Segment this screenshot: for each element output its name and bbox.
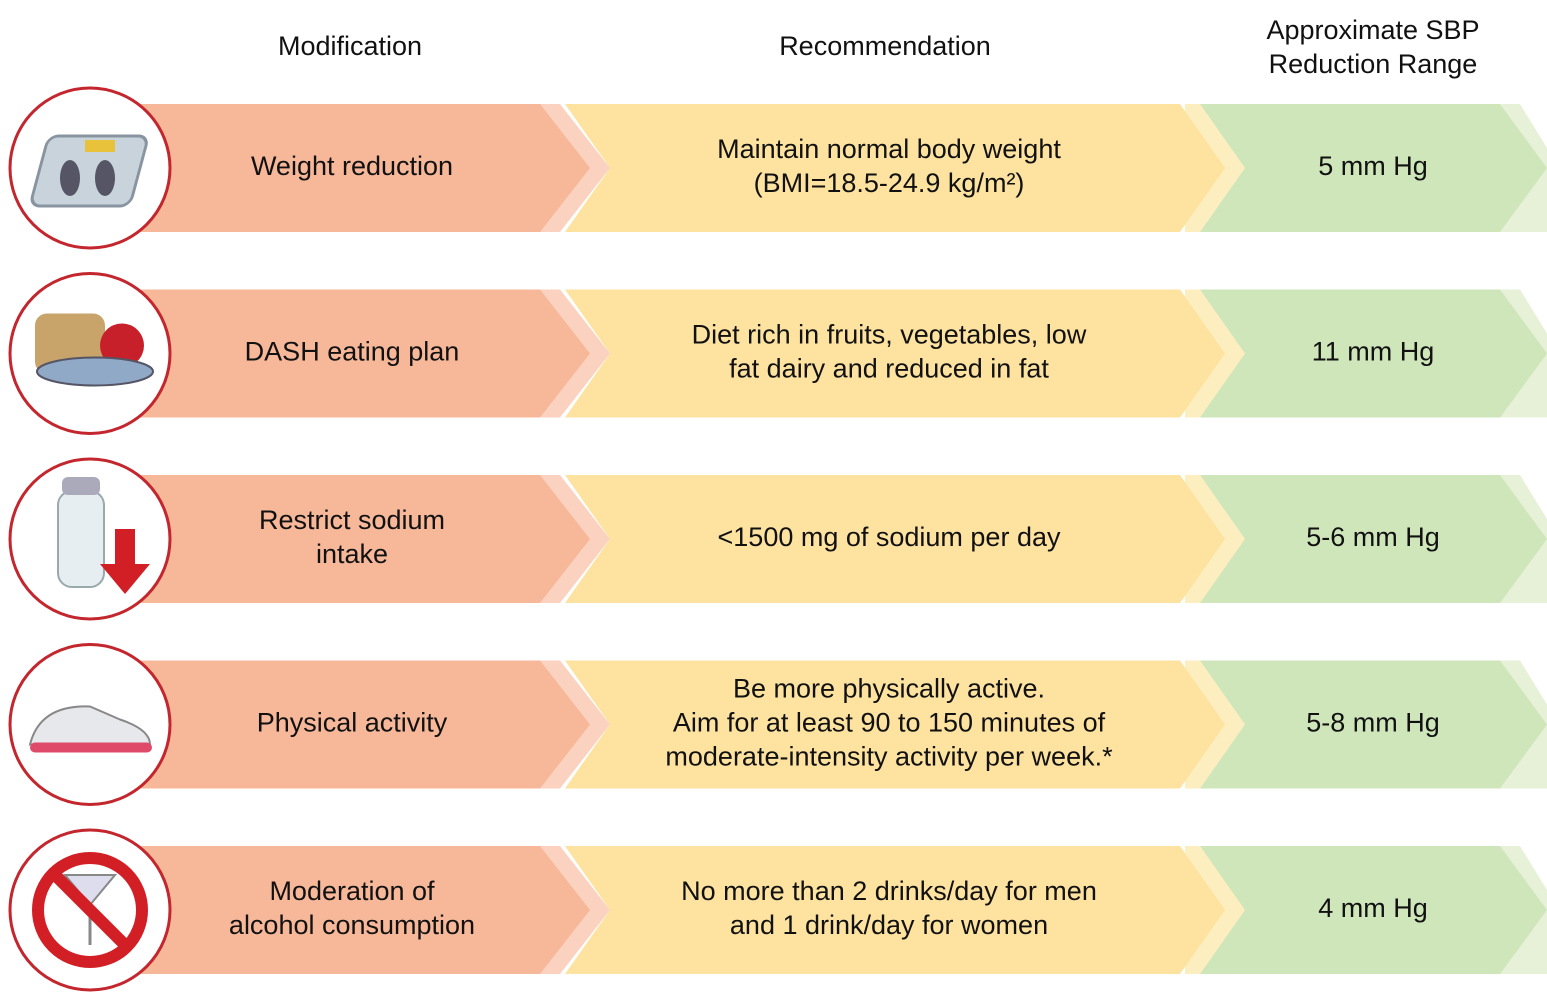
modification-text: DASH eating plan — [245, 337, 460, 367]
modification-text: intake — [316, 539, 388, 569]
column-header: Recommendation — [779, 31, 991, 61]
recommendation-text: <1500 mg of sodium per day — [718, 522, 1061, 552]
modification-text: Moderation of — [269, 876, 435, 906]
reduction-text: 5-8 mm Hg — [1306, 708, 1440, 738]
column-header: Approximate SBP — [1266, 15, 1479, 45]
recommendation-text: and 1 drink/day for women — [730, 910, 1048, 940]
icon — [35, 313, 154, 387]
recommendation-band — [565, 660, 1225, 789]
icon-shape — [50, 870, 130, 950]
recommendation-band — [565, 846, 1225, 974]
reduction-text: 5 mm Hg — [1318, 151, 1428, 181]
icon — [57, 477, 150, 594]
modification-band — [100, 846, 590, 974]
icon-shape — [28, 705, 152, 746]
reduction-band — [1200, 104, 1547, 232]
modification-band — [100, 289, 590, 418]
icon-shape — [30, 134, 148, 208]
recommendation-band — [565, 289, 1225, 418]
reduction-text: 4 mm Hg — [1318, 893, 1428, 923]
icon — [30, 134, 148, 208]
recommendation-text: Diet rich in fruits, vegetables, low — [692, 320, 1087, 350]
modification-text: Physical activity — [257, 708, 448, 738]
recommendation-text: Be more physically active. — [733, 674, 1045, 704]
icon-shape — [32, 852, 148, 968]
modification-text: Weight reduction — [251, 151, 453, 181]
recommendation-text: fat dairy and reduced in fat — [729, 354, 1049, 384]
reduction-band — [1200, 660, 1547, 789]
reduction-text: 5-6 mm Hg — [1306, 522, 1440, 552]
icon-shape — [36, 356, 154, 387]
icon-shape — [100, 323, 144, 368]
reduction-band — [1200, 475, 1547, 603]
icon-shape — [95, 160, 115, 196]
icon-shape — [62, 477, 100, 495]
recommendation-text: Maintain normal body weight — [717, 134, 1061, 164]
modification-text: alcohol consumption — [229, 910, 475, 940]
recommendation-text: moderate-intensity activity per week.* — [665, 742, 1113, 772]
icon-shape — [30, 742, 152, 753]
recommendation-band — [565, 475, 1225, 603]
column-header: Modification — [278, 31, 422, 61]
recommendation-text: (BMI=18.5-24.9 kg/m²) — [754, 168, 1025, 198]
icon-shape — [57, 490, 105, 588]
reduction-band — [1200, 846, 1547, 974]
icon-shape — [60, 160, 80, 196]
reduction-band — [1200, 289, 1547, 418]
recommendation-text: No more than 2 drinks/day for men — [681, 876, 1097, 906]
column-header: Reduction Range — [1269, 49, 1478, 79]
recommendation-text: Aim for at least 90 to 150 minutes of — [673, 708, 1106, 738]
recommendation-band — [565, 104, 1225, 232]
modification-band — [100, 660, 590, 789]
modification-band — [100, 104, 590, 232]
icon — [28, 705, 152, 753]
modification-band — [100, 475, 590, 603]
modification-text: Restrict sodium — [259, 505, 445, 535]
reduction-text: 11 mm Hg — [1312, 337, 1435, 367]
icon — [32, 852, 148, 968]
icon-shape — [100, 529, 150, 594]
icon-shape — [85, 140, 115, 152]
